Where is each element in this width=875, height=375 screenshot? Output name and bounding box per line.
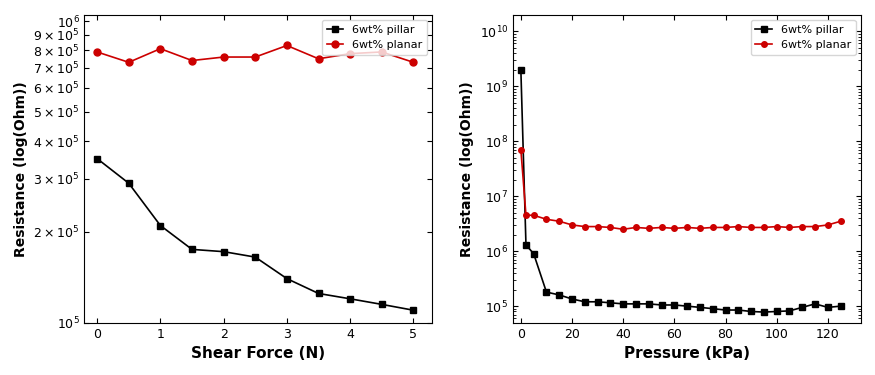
6wt% pillar [631, 302, 641, 306]
6wt% planar [92, 50, 102, 54]
6wt% planar [408, 60, 418, 64]
6wt% pillar [606, 300, 616, 305]
6wt% planar [123, 60, 134, 64]
6wt% planar [733, 224, 744, 229]
6wt% planar [567, 223, 578, 227]
6wt% pillar [521, 243, 531, 247]
6wt% pillar [408, 308, 418, 312]
6wt% pillar [720, 308, 731, 312]
6wt% planar [746, 225, 756, 230]
6wt% planar [579, 224, 590, 229]
6wt% planar [720, 225, 731, 230]
6wt% pillar [772, 309, 782, 314]
6wt% pillar [155, 223, 165, 228]
6wt% pillar [643, 302, 654, 306]
6wt% planar [772, 224, 782, 229]
X-axis label: Shear Force (N): Shear Force (N) [192, 346, 326, 361]
6wt% planar [250, 55, 261, 59]
6wt% pillar [695, 305, 705, 310]
6wt% planar [682, 225, 692, 230]
6wt% pillar [809, 302, 820, 306]
6wt% pillar [592, 300, 603, 304]
6wt% planar [822, 223, 833, 227]
Line: 6wt% pillar: 6wt% pillar [518, 67, 844, 315]
6wt% pillar [186, 247, 197, 252]
6wt% pillar [759, 310, 769, 314]
Line: 6wt% pillar: 6wt% pillar [94, 155, 416, 314]
6wt% planar [345, 51, 355, 56]
6wt% planar [515, 147, 526, 152]
6wt% pillar [515, 68, 526, 72]
Y-axis label: Resistance (log(Ohm)): Resistance (log(Ohm)) [14, 81, 28, 256]
6wt% pillar [822, 305, 833, 310]
6wt% planar [669, 226, 680, 231]
X-axis label: Pressure (kPa): Pressure (kPa) [624, 346, 750, 361]
6wt% planar [631, 225, 641, 230]
6wt% planar [708, 225, 718, 230]
6wt% pillar [92, 156, 102, 161]
6wt% planar [521, 213, 531, 217]
6wt% planar [313, 57, 324, 61]
6wt% pillar [746, 309, 756, 314]
6wt% pillar [282, 276, 292, 281]
6wt% pillar [313, 291, 324, 296]
6wt% pillar [797, 305, 808, 310]
6wt% pillar [528, 251, 539, 256]
6wt% planar [759, 225, 769, 230]
6wt% pillar [784, 309, 794, 313]
6wt% planar [618, 227, 628, 231]
6wt% planar [219, 55, 229, 59]
6wt% pillar [250, 255, 261, 260]
Legend: 6wt% pillar, 6wt% planar: 6wt% pillar, 6wt% planar [322, 20, 427, 55]
6wt% planar [592, 224, 603, 229]
6wt% planar [695, 226, 705, 231]
6wt% pillar [656, 303, 667, 307]
6wt% pillar [567, 297, 578, 301]
6wt% planar [376, 50, 387, 54]
6wt% pillar [554, 292, 564, 297]
6wt% planar [554, 219, 564, 224]
6wt% planar [282, 43, 292, 48]
6wt% planar [797, 224, 808, 229]
6wt% pillar [669, 303, 680, 307]
6wt% pillar [219, 249, 229, 254]
6wt% pillar [376, 302, 387, 307]
6wt% pillar [733, 308, 744, 312]
Y-axis label: Resistance (log(Ohm)): Resistance (log(Ohm)) [460, 81, 474, 256]
6wt% planar [186, 58, 197, 63]
6wt% planar [542, 217, 552, 222]
6wt% planar [528, 213, 539, 217]
6wt% planar [836, 219, 846, 224]
6wt% pillar [618, 302, 628, 306]
6wt% pillar [123, 181, 134, 186]
6wt% pillar [345, 297, 355, 301]
6wt% planar [643, 226, 654, 231]
6wt% planar [784, 225, 794, 230]
6wt% pillar [542, 290, 552, 294]
6wt% pillar [579, 300, 590, 304]
6wt% planar [606, 225, 616, 230]
6wt% pillar [836, 304, 846, 308]
6wt% planar [656, 225, 667, 230]
Line: 6wt% planar: 6wt% planar [518, 147, 844, 232]
6wt% planar [155, 46, 165, 51]
6wt% pillar [682, 304, 692, 308]
6wt% planar [809, 224, 820, 229]
Legend: 6wt% pillar, 6wt% planar: 6wt% pillar, 6wt% planar [751, 20, 856, 55]
6wt% pillar [708, 306, 718, 311]
Line: 6wt% planar: 6wt% planar [94, 42, 416, 66]
